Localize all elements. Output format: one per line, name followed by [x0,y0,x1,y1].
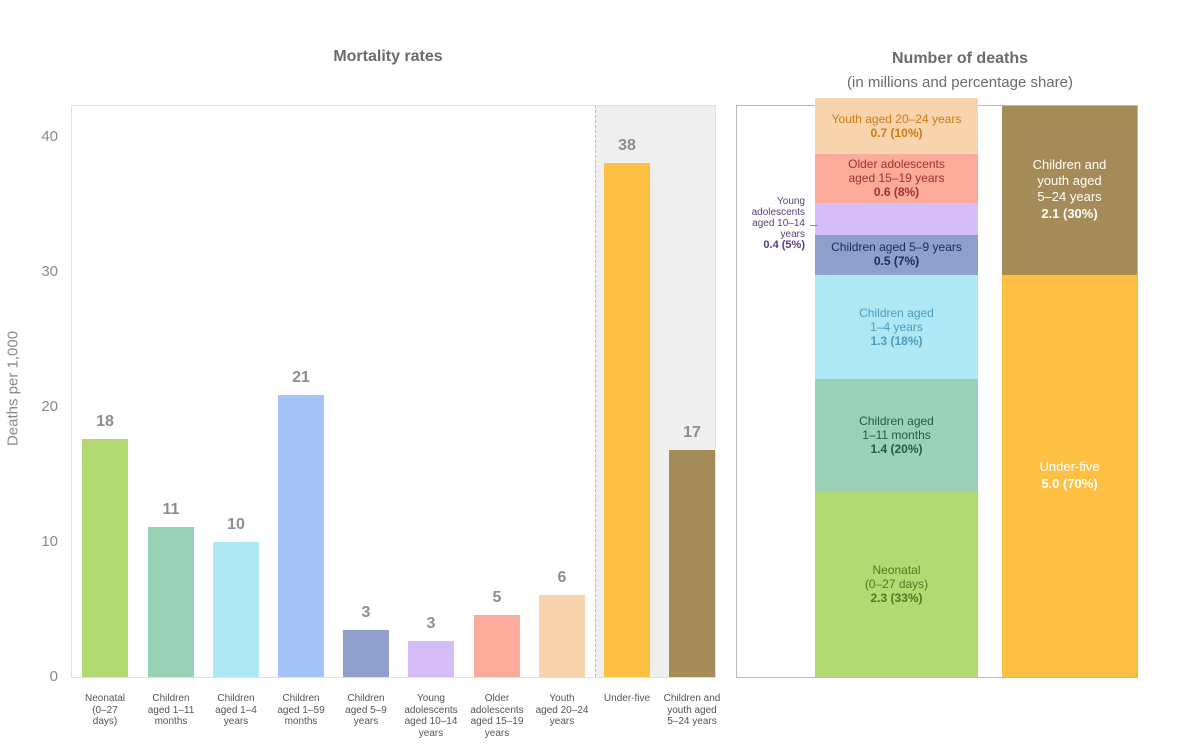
bar [213,542,259,677]
stack-segment: Older adolescents aged 15–19 years 0.6 (8%… [815,154,978,203]
plot-top-border [71,105,716,106]
x-category-label: Children and youth aged 5–24 years [663,693,721,727]
segment-name: Children aged 5–9 years [831,240,962,255]
segment-name: Children aged [859,414,934,429]
bar-value-label: 18 [96,413,114,431]
bar-value-label: 3 [361,603,371,621]
bar [148,527,194,677]
segment-name: 1–11 months [862,428,931,443]
segment-name: Children aged [859,305,934,320]
bar [539,594,585,677]
x-axis-line [71,677,716,678]
segment-value: 2.1 (30%) [1041,206,1098,222]
x-category-label: Children aged 5–9 years [345,693,387,727]
segment-value: 0.7 (10%) [870,125,923,140]
segment-value: 1.3 (18%) [870,333,923,348]
segment-name: youth aged [1037,173,1102,189]
bar [474,614,520,677]
label-leader-line [810,225,818,226]
segment-name: aged 15–19 years [848,170,945,185]
stack-segment: Neonatal (0–27 days) 2.3 (33%) [815,492,978,677]
segment-name: Children and [1032,157,1107,173]
bar [278,394,324,677]
segment-value: 0.6 (8%) [873,184,920,199]
y-axis-line [71,105,72,678]
bar-value-label: 11 [162,501,180,519]
bar [408,640,454,677]
bar [669,450,715,677]
segment-value: 2.3 (33%) [870,591,923,605]
comparison-divider [595,105,596,677]
chart-title-deaths: Number of deaths [891,50,1028,67]
segment-name: 5–24 years [1037,189,1102,205]
x-category-label: Under-five [603,693,651,704]
segment-value: 5.0 (70%) [1041,475,1098,491]
stack-segment: Children aged 1–4 years 1.3 (18%) [815,274,978,380]
chart-subtitle-deaths: (in millions and percentage share) [847,74,1073,91]
segment-name: Neonatal [872,563,921,577]
bar-value-label: 10 [227,516,245,533]
bar-value-label: 21 [292,368,310,386]
y-tick-label: 0 [49,668,58,685]
stack-segment: Children aged 1–11 months 1.4 (20%) [815,379,978,492]
y-axis-label: Deaths per 1,000 [4,330,22,447]
x-category-label: Young adolescents aged 10–14 years [404,693,458,739]
y-tick-label: 40 [41,128,58,145]
y-tick-label: 30 [41,263,58,280]
x-category-label: Children aged 1–11 months [147,693,195,727]
y-tick-label: 20 [41,398,58,415]
chart-title-mortality: Mortality rates [333,48,443,65]
segment-value: 1.4 (20%) [870,442,923,457]
bar-value-label: 6 [557,568,567,586]
stack-segment: Under-five 5.0 (70%) [1002,274,1137,677]
x-category-label: Older adolescents aged 15–19 years [470,693,524,739]
bar [604,162,650,677]
segment-value: 0.5 (7%) [873,254,920,269]
stack-segment: Youth aged 20–24 years 0.7 (10%) [815,97,978,155]
x-category-label: Children aged 1–4 years [215,693,257,727]
bar [82,439,128,677]
external-label-young-adolescents: Young adolescents aged 10–14 years 0.4 (… [751,196,805,251]
x-category-label: Neonatal (0–27 days) [84,693,126,727]
bar-value-label: 38 [618,136,636,154]
bar [343,629,389,677]
stack-segment: Children aged 5–9 years 0.5 (7%) [815,234,978,275]
stack-segment: Children and youth aged 5–24 years 2.1 (30%… [1002,106,1137,275]
segment-name: 1–4 years [870,319,923,334]
x-category-label: Children aged 1–59 months [277,693,325,727]
segment-name: (0–27 days) [864,577,929,591]
segment-name: Older adolescents [848,156,945,171]
stack-segment [815,202,978,235]
bar-value-label: 5 [492,588,502,606]
bar-value-label: 3 [426,614,436,632]
segment-name: Youth aged 20–24 years [831,111,962,126]
x-category-label: Youth aged 20–24 years [535,693,589,727]
plot-right-border [715,105,716,678]
bar-value-label: 17 [683,424,701,442]
y-tick-label: 10 [41,533,58,550]
segment-name: Under-five [1039,458,1100,474]
